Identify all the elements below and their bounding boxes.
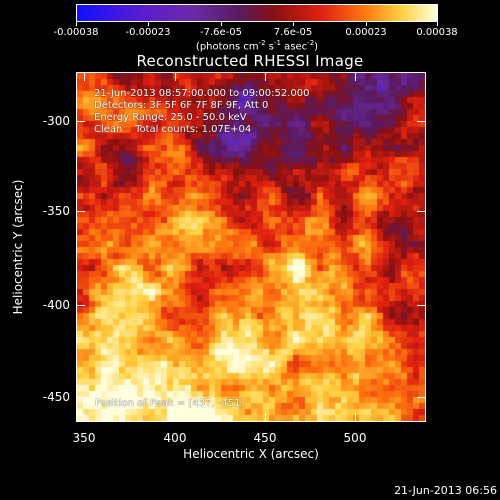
colorbar-tick-mark — [148, 22, 149, 26]
x-tick-mark — [175, 413, 176, 421]
x-tick-label: 400 — [163, 431, 187, 445]
colorbar-tick-label: 0.00038 — [416, 27, 458, 38]
x-tick-label: 500 — [343, 431, 367, 445]
plot-title: Reconstructed RHESSI Image — [136, 52, 364, 70]
x-tick-mark — [265, 73, 266, 81]
y-tick-mark — [417, 121, 425, 122]
detectors-annotation: Detectors: 3F 5F 6F 7F 8F 9F, Att 0 — [94, 100, 269, 111]
y-tick-mark — [77, 211, 85, 212]
colorbar-tick-label: 0.00023 — [345, 27, 387, 38]
x-axis-label: Heliocentric X (arcsec) — [183, 447, 319, 461]
colorbar-tick-label: -7.6e-05 — [200, 27, 242, 38]
y-axis-label: Heliocentric Y (arcsec) — [11, 179, 25, 315]
x-tick-mark — [84, 73, 85, 81]
clean-counts-annotation: Clean Total counts: 1.07E+04 — [94, 124, 252, 135]
y-tick-label: -300 — [42, 114, 70, 128]
peak-position-annotation: Position of Peak = [437, -451] — [95, 398, 245, 409]
colorbar — [76, 4, 438, 22]
x-tick-mark — [84, 413, 85, 421]
colorbar-tick-mark — [221, 22, 222, 26]
time-range-annotation: 21-Jun-2013 08:57:00.000 to 09:00:52.000 — [94, 88, 310, 99]
colorbar-unit-label: (photons cm-2 s-1 asec-2) — [195, 39, 319, 53]
y-tick-mark — [417, 305, 425, 306]
y-tick-mark — [417, 397, 425, 398]
plot-timestamp: 21-Jun-2013 06:56 — [394, 484, 497, 497]
heatmap-image — [77, 73, 425, 421]
image-plot-area[interactable]: 21-Jun-2013 08:57:00.000 to 09:00:52.000… — [76, 72, 426, 422]
y-tick-mark — [77, 121, 85, 122]
colorbar-tick-label: 7.6e-05 — [273, 27, 313, 38]
x-tick-label: 450 — [253, 431, 277, 445]
colorbar-tick-mark — [293, 22, 294, 26]
colorbar-tick-mark — [437, 22, 438, 26]
y-tick-label: -450 — [42, 390, 70, 404]
x-tick-mark — [355, 413, 356, 421]
energy-range-annotation: Energy Range: 25.0 - 50.0 keV — [94, 112, 247, 123]
colorbar-tick-mark — [76, 22, 77, 26]
x-tick-mark — [175, 73, 176, 81]
x-tick-mark — [265, 413, 266, 421]
x-tick-mark — [355, 73, 356, 81]
colorbar-tick-mark — [366, 22, 367, 26]
y-tick-label: -350 — [42, 204, 70, 218]
y-tick-mark — [77, 305, 85, 306]
colorbar-tick-label: -0.00023 — [125, 27, 171, 38]
y-tick-label: -400 — [42, 298, 70, 312]
x-tick-label: 350 — [72, 431, 96, 445]
y-tick-mark — [417, 211, 425, 212]
colorbar-tick-label: -0.00038 — [53, 27, 99, 38]
y-tick-mark — [77, 397, 85, 398]
